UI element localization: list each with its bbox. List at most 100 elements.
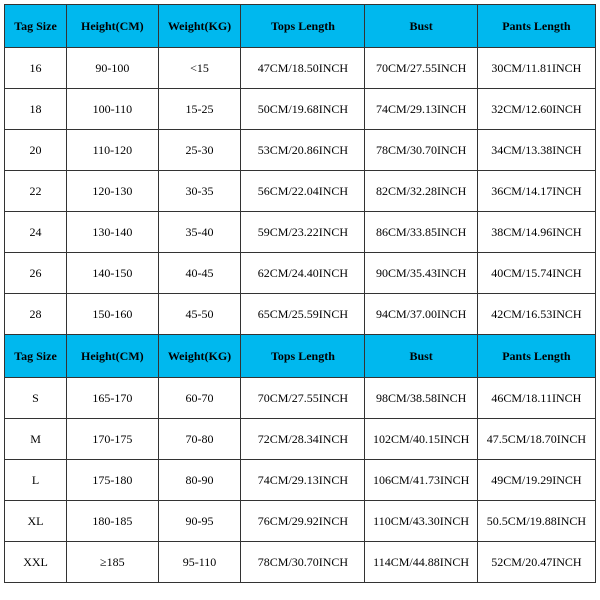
cell: S [5,378,67,419]
cell: 175-180 [67,460,159,501]
table-row: 28 150-160 45-50 65CM/25.59INCH 94CM/37.… [5,294,596,335]
cell: 52CM/20.47INCH [477,542,595,583]
col-tag-size: Tag Size [5,335,67,378]
col-pants-length: Pants Length [477,335,595,378]
col-pants-length: Pants Length [477,5,595,48]
cell: 180-185 [67,501,159,542]
size-chart-wrapper: { "table": { "type": "table", "backgroun… [0,0,600,593]
cell: 40-45 [158,253,241,294]
cell: 50CM/19.68INCH [241,89,365,130]
cell: 15-25 [158,89,241,130]
table-row: 18 100-110 15-25 50CM/19.68INCH 74CM/29.… [5,89,596,130]
cell: 45-50 [158,294,241,335]
cell: XL [5,501,67,542]
cell: 110CM/43.30INCH [365,501,477,542]
cell: 76CM/29.92INCH [241,501,365,542]
cell: 56CM/22.04INCH [241,171,365,212]
cell: 70CM/27.55INCH [365,48,477,89]
cell: 18 [5,89,67,130]
cell: 78CM/30.70INCH [241,542,365,583]
table-row: 16 90-100 <15 47CM/18.50INCH 70CM/27.55I… [5,48,596,89]
cell: 20 [5,130,67,171]
table-row: 20 110-120 25-30 53CM/20.86INCH 78CM/30.… [5,130,596,171]
table-header-row: Tag Size Height(CM) Weight(KG) Tops Leng… [5,335,596,378]
cell: 140-150 [67,253,159,294]
cell: 150-160 [67,294,159,335]
cell: <15 [158,48,241,89]
cell: 165-170 [67,378,159,419]
cell: 30-35 [158,171,241,212]
cell: M [5,419,67,460]
col-height: Height(CM) [67,335,159,378]
cell: 16 [5,48,67,89]
cell: 90CM/35.43INCH [365,253,477,294]
cell: 110-120 [67,130,159,171]
cell: 35-40 [158,212,241,253]
cell: 53CM/20.86INCH [241,130,365,171]
cell: 24 [5,212,67,253]
cell: 90-100 [67,48,159,89]
cell: 86CM/33.85INCH [365,212,477,253]
col-tops-length: Tops Length [241,5,365,48]
cell: 65CM/25.59INCH [241,294,365,335]
cell: 74CM/29.13INCH [365,89,477,130]
col-bust: Bust [365,5,477,48]
cell: 50.5CM/19.88INCH [477,501,595,542]
cell: 49CM/19.29INCH [477,460,595,501]
cell: 80-90 [158,460,241,501]
cell: 90-95 [158,501,241,542]
cell: 130-140 [67,212,159,253]
cell: 32CM/12.60INCH [477,89,595,130]
table-row: M 170-175 70-80 72CM/28.34INCH 102CM/40.… [5,419,596,460]
cell: 114CM/44.88INCH [365,542,477,583]
table-row: 24 130-140 35-40 59CM/23.22INCH 86CM/33.… [5,212,596,253]
cell: 120-130 [67,171,159,212]
table-row: 26 140-150 40-45 62CM/24.40INCH 90CM/35.… [5,253,596,294]
cell: 46CM/18.11INCH [477,378,595,419]
cell: XXL [5,542,67,583]
cell: 22 [5,171,67,212]
cell: 98CM/38.58INCH [365,378,477,419]
cell: 34CM/13.38INCH [477,130,595,171]
cell: 82CM/32.28INCH [365,171,477,212]
cell: 28 [5,294,67,335]
cell: 60-70 [158,378,241,419]
cell: 94CM/37.00INCH [365,294,477,335]
cell: 38CM/14.96INCH [477,212,595,253]
col-tag-size: Tag Size [5,5,67,48]
cell: 42CM/16.53INCH [477,294,595,335]
cell: 70CM/27.55INCH [241,378,365,419]
cell: 70-80 [158,419,241,460]
cell: 47.5CM/18.70INCH [477,419,595,460]
cell: 26 [5,253,67,294]
cell: 47CM/18.50INCH [241,48,365,89]
cell: 40CM/15.74INCH [477,253,595,294]
col-tops-length: Tops Length [241,335,365,378]
col-bust: Bust [365,335,477,378]
cell: 30CM/11.81INCH [477,48,595,89]
size-chart-table: Tag Size Height(CM) Weight(KG) Tops Leng… [4,4,596,583]
cell: 25-30 [158,130,241,171]
table-row: XL 180-185 90-95 76CM/29.92INCH 110CM/43… [5,501,596,542]
cell: 62CM/24.40INCH [241,253,365,294]
col-height: Height(CM) [67,5,159,48]
table-row: 22 120-130 30-35 56CM/22.04INCH 82CM/32.… [5,171,596,212]
cell: 36CM/14.17INCH [477,171,595,212]
table-row: XXL ≥185 95-110 78CM/30.70INCH 114CM/44.… [5,542,596,583]
cell: 106CM/41.73INCH [365,460,477,501]
cell: 59CM/23.22INCH [241,212,365,253]
cell: 74CM/29.13INCH [241,460,365,501]
cell: 72CM/28.34INCH [241,419,365,460]
cell: 170-175 [67,419,159,460]
cell: 78CM/30.70INCH [365,130,477,171]
table-row: L 175-180 80-90 74CM/29.13INCH 106CM/41.… [5,460,596,501]
table-row: S 165-170 60-70 70CM/27.55INCH 98CM/38.5… [5,378,596,419]
cell: 95-110 [158,542,241,583]
cell: ≥185 [67,542,159,583]
col-weight: Weight(KG) [158,335,241,378]
cell: 100-110 [67,89,159,130]
col-weight: Weight(KG) [158,5,241,48]
table-header-row: Tag Size Height(CM) Weight(KG) Tops Leng… [5,5,596,48]
cell: L [5,460,67,501]
cell: 102CM/40.15INCH [365,419,477,460]
